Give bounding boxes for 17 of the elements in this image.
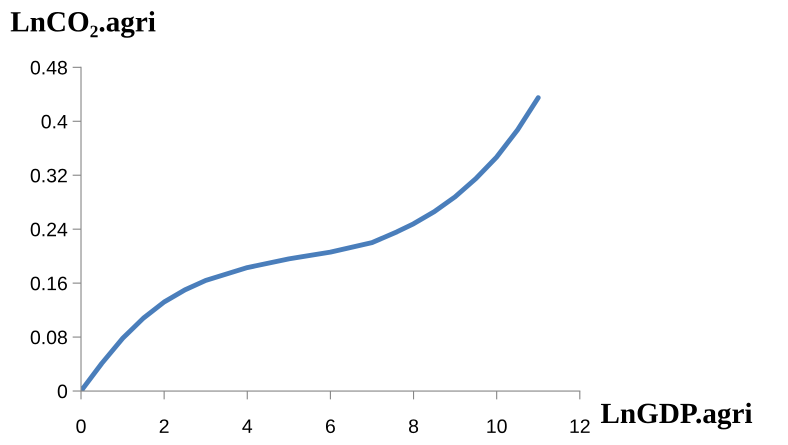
x-tick-label: 4 (242, 420, 252, 433)
y-tick-label: 0.16 (30, 276, 67, 290)
x-tick-label: 6 (326, 419, 335, 434)
x-axis-title: LnGDP.agri (600, 402, 752, 430)
y-tick-label: 0.48 (30, 60, 67, 75)
x-tick-label: 0 (76, 419, 86, 434)
y-axis-title: LnCO₂.agri (10, 11, 156, 38)
y-tick-label: 0.4 (42, 114, 68, 129)
x-tick-label: 10 (487, 419, 507, 434)
x-tick-label: 8 (408, 419, 418, 434)
x-tick-label: 12 (570, 419, 590, 433)
y-tick-label: 0.08 (30, 330, 67, 344)
y-tick-label: 0.24 (30, 222, 68, 236)
y-tick-label: 0 (58, 384, 68, 398)
x-tick-label: 2 (160, 419, 169, 433)
y-tick-label: 0.32 (30, 168, 67, 182)
line-series (81, 95, 541, 392)
